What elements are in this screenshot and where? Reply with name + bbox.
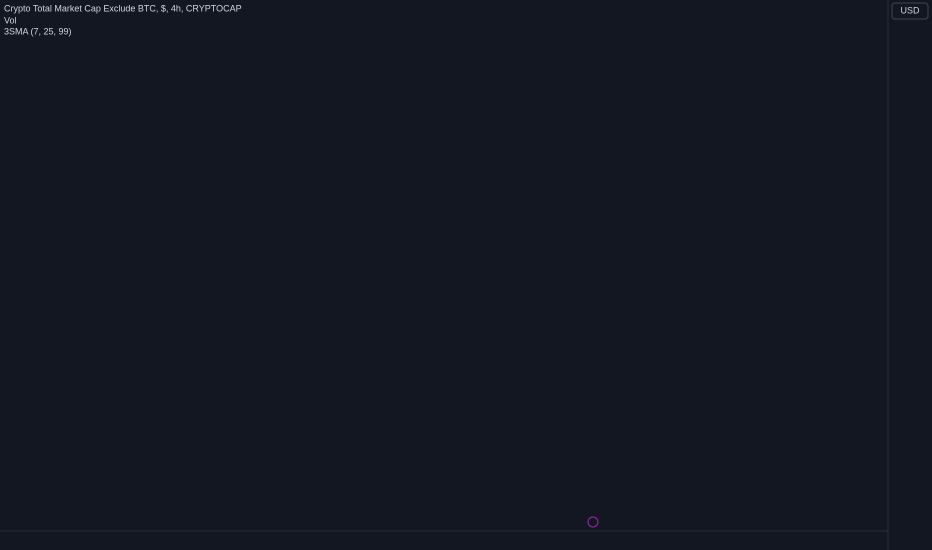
chart-title: Crypto Total Market Cap Exclude BTC, $, … xyxy=(4,3,242,13)
indicator-title: 3SMA (7, 25, 99) xyxy=(4,26,72,36)
event-icon[interactable] xyxy=(587,516,599,528)
volume-title: Vol xyxy=(4,15,17,25)
currency-label[interactable]: USD xyxy=(900,5,920,15)
currency-button[interactable] xyxy=(891,2,929,20)
